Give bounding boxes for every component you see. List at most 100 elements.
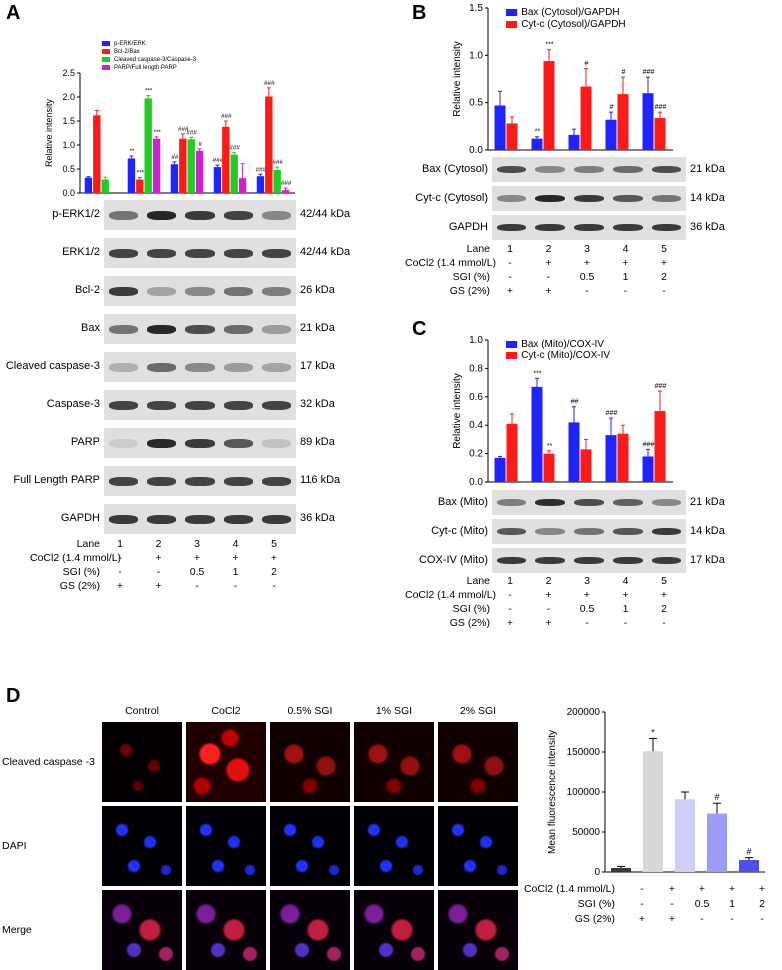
blot-band bbox=[262, 362, 292, 372]
bar bbox=[543, 453, 555, 482]
significance-mark: # bbox=[746, 847, 751, 857]
table-row-label: GS (2%) bbox=[449, 285, 490, 297]
table-cell: 4 bbox=[232, 538, 239, 550]
western-blot-strip bbox=[104, 352, 296, 382]
fluorescence-image bbox=[270, 722, 350, 802]
blot-band bbox=[496, 223, 527, 232]
blot-band bbox=[535, 165, 565, 174]
blot-band bbox=[574, 527, 604, 536]
fluorescence-image bbox=[102, 806, 182, 886]
table-row-label: CoCl2 (1.4 mmol/L) bbox=[30, 552, 122, 564]
fluorescence-image bbox=[186, 722, 266, 802]
significance-mark: *** bbox=[545, 42, 553, 49]
bar bbox=[230, 154, 238, 193]
legend-swatch bbox=[102, 41, 110, 46]
western-blot-strip bbox=[104, 200, 296, 230]
legend-swatch bbox=[102, 49, 110, 54]
table-cell: + bbox=[668, 883, 676, 895]
significance-mark: # bbox=[622, 69, 626, 76]
western-blot-strip bbox=[104, 428, 296, 458]
molecular-weight-label: 14 kDa bbox=[690, 191, 725, 204]
molecular-weight-label: 36 kDa bbox=[300, 512, 335, 524]
table-row-label: Lane bbox=[76, 538, 100, 550]
legend-entry: Cyt-c (Cytosol)/GAPDH bbox=[521, 19, 625, 30]
y-tick-label: 0.8 bbox=[469, 363, 483, 374]
legend-swatch bbox=[102, 65, 110, 70]
legend-swatch bbox=[102, 57, 110, 62]
bar bbox=[127, 158, 136, 193]
western-blot-strip bbox=[104, 466, 296, 496]
blot-band bbox=[147, 514, 177, 524]
blot-label: Bax bbox=[81, 322, 100, 334]
blot-band bbox=[185, 438, 215, 448]
table-cell: 1 bbox=[507, 575, 513, 587]
significance-mark: # bbox=[610, 104, 614, 111]
blot-label: GAPDH bbox=[60, 512, 100, 524]
blot-band bbox=[185, 286, 215, 296]
blot-label: PARP bbox=[70, 436, 100, 448]
table-cell: 2 bbox=[545, 243, 552, 255]
legend-swatch bbox=[506, 9, 518, 16]
bar bbox=[144, 98, 152, 193]
blot-label: Bax (Cytosol) bbox=[421, 162, 488, 175]
blot-band bbox=[185, 210, 215, 220]
western-blot-strip bbox=[104, 276, 296, 306]
table-cell: - bbox=[508, 589, 512, 601]
significance-mark: *** bbox=[137, 170, 145, 177]
significance-mark: ## bbox=[171, 154, 179, 161]
blot-band bbox=[108, 324, 138, 334]
y-tick-label: 200000 bbox=[567, 707, 601, 718]
y-tick-label: 1.0 bbox=[469, 50, 483, 61]
table-cell: - bbox=[508, 603, 512, 615]
table-cell: 4 bbox=[622, 575, 629, 587]
western-blot-strip bbox=[492, 215, 686, 240]
blot-band bbox=[223, 286, 253, 296]
molecular-weight-label: 32 kDa bbox=[300, 398, 335, 410]
legend-entry: Bax (Mito)/COX-IV bbox=[521, 339, 604, 350]
significance-mark: # bbox=[585, 61, 589, 68]
bar bbox=[494, 457, 506, 482]
blot-band bbox=[185, 248, 215, 258]
table-cell: 2 bbox=[661, 271, 667, 283]
blot-band bbox=[108, 438, 138, 448]
blot-band bbox=[185, 476, 215, 486]
bar bbox=[611, 868, 631, 872]
panel-label-b: B bbox=[412, 2, 427, 24]
western-blot-strip bbox=[492, 548, 686, 573]
blot-label: Cyt-c (Mito) bbox=[431, 524, 488, 537]
bar bbox=[222, 126, 230, 193]
molecular-weight-label: 17 kDa bbox=[690, 553, 725, 566]
significance-mark: *** bbox=[145, 88, 153, 95]
significance-mark: ### bbox=[256, 166, 267, 173]
table-cell: + bbox=[545, 257, 552, 269]
blot-band bbox=[108, 210, 138, 220]
blot-band bbox=[535, 527, 565, 536]
y-axis-label: Relative intensity bbox=[452, 41, 463, 117]
bar bbox=[605, 119, 617, 150]
blot-band bbox=[574, 556, 604, 565]
panel-label-d: D bbox=[6, 685, 21, 707]
blot-label: p-ERK1/2 bbox=[52, 208, 100, 220]
fluorescence-image bbox=[354, 806, 434, 886]
fluorescence-image bbox=[438, 806, 518, 886]
legend-entry: Cyt-c (Mito)/COX-IV bbox=[521, 350, 610, 361]
blot-label: Cyt-c (Cytosol) bbox=[415, 191, 488, 204]
y-tick-label: 2.0 bbox=[62, 92, 75, 102]
blot-band bbox=[574, 498, 604, 507]
significance-mark: ### bbox=[272, 159, 283, 166]
bar bbox=[617, 94, 629, 150]
blot-band bbox=[535, 498, 565, 507]
molecular-weight-label: 21 kDa bbox=[690, 495, 725, 508]
table-cell: 2 bbox=[545, 575, 552, 587]
legend-swatch bbox=[506, 352, 518, 359]
table-cell: + bbox=[638, 913, 646, 925]
microscopy-row-label: Cleaved caspase -3 bbox=[2, 756, 95, 768]
fluorescence-image bbox=[102, 890, 182, 970]
table-cell: - bbox=[272, 580, 276, 592]
table-cell: - bbox=[195, 580, 199, 592]
table-row-label: CoCl2 (1.4 mmol/L) bbox=[405, 257, 497, 269]
fluorescence-image bbox=[102, 722, 182, 802]
bar bbox=[179, 138, 187, 193]
blot-band bbox=[535, 223, 565, 232]
